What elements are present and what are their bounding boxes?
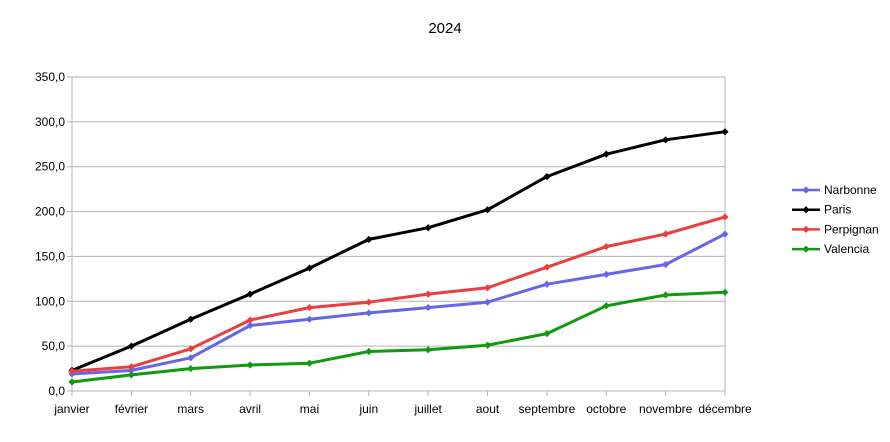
data-point-perpignan <box>424 290 432 298</box>
data-point-paris <box>602 150 610 158</box>
legend-marker-valencia <box>802 245 810 253</box>
series-valencia <box>68 288 729 386</box>
data-point-perpignan <box>68 367 76 375</box>
data-point-valencia <box>543 329 551 338</box>
x-tick-label: octobre <box>586 402 626 416</box>
y-tick-label: 350,0 <box>35 70 65 84</box>
x-tick-label: juillet <box>414 402 443 416</box>
data-point-perpignan <box>187 345 195 353</box>
data-point-perpignan <box>365 298 373 306</box>
series-lines <box>68 128 729 386</box>
x-tick-label: mai <box>300 402 319 416</box>
x-tick-label: aout <box>476 402 500 416</box>
data-point-perpignan <box>483 284 492 292</box>
series-perpignan <box>68 213 729 375</box>
chart-title: 2024 <box>428 20 461 37</box>
data-point-perpignan <box>543 263 551 271</box>
legend-item-narbonne: Narbonne <box>792 183 877 197</box>
data-point-paris <box>127 342 135 350</box>
y-tick-label: 0,0 <box>48 384 65 398</box>
x-tick-label: janvier <box>53 402 89 416</box>
x-tick-label: juin <box>358 402 378 416</box>
data-point-narbonne <box>365 309 373 317</box>
data-point-perpignan <box>662 230 670 238</box>
data-point-valencia <box>187 364 195 373</box>
data-point-narbonne <box>305 315 314 323</box>
y-tick-label: 50,0 <box>42 339 66 353</box>
data-point-narbonne <box>602 270 610 278</box>
data-point-valencia <box>483 341 492 349</box>
data-point-paris <box>424 224 432 232</box>
y-tick-label: 250,0 <box>35 160 65 174</box>
data-point-narbonne <box>543 280 551 288</box>
data-point-valencia <box>602 302 610 310</box>
data-point-paris <box>543 172 551 181</box>
data-point-narbonne <box>187 354 195 362</box>
x-tick-label: avril <box>239 402 261 416</box>
legend-marker-paris <box>802 206 810 214</box>
data-point-valencia <box>424 346 432 354</box>
legend-label-narbonne: Narbonne <box>824 183 877 197</box>
data-point-paris <box>483 206 492 214</box>
legend-item-paris: Paris <box>792 203 851 217</box>
legend: Narbonne Paris Perpignan Valencia <box>792 183 879 256</box>
data-point-paris <box>246 290 254 298</box>
data-point-paris <box>365 235 373 243</box>
data-point-narbonne <box>662 260 670 269</box>
data-point-valencia <box>662 291 670 299</box>
y-tick-label: 300,0 <box>35 115 65 129</box>
y-tick-label: 100,0 <box>35 294 65 308</box>
legend-label-perpignan: Perpignan <box>824 222 879 236</box>
series-paris <box>68 128 729 374</box>
data-point-perpignan <box>721 213 729 221</box>
x-tick-label: novembre <box>639 402 693 416</box>
legend-marker-narbonne <box>802 186 810 194</box>
legend-marker-perpignan <box>802 225 810 233</box>
data-point-valencia <box>365 347 373 356</box>
data-point-valencia <box>68 378 76 386</box>
data-point-perpignan <box>246 316 254 324</box>
x-tick-label: décembre <box>698 402 752 416</box>
data-point-valencia <box>127 371 135 379</box>
axes: 0,0 50,0 100,0 150,0 200,0 250,0 300,0 350,0 jan… <box>35 70 752 416</box>
data-point-narbonne <box>246 321 254 330</box>
y-tick-label: 200,0 <box>35 205 65 219</box>
data-point-narbonne <box>424 303 432 312</box>
data-point-paris <box>721 128 729 136</box>
data-point-paris <box>187 315 195 323</box>
data-point-valencia <box>721 288 729 296</box>
data-point-valencia <box>305 359 314 367</box>
legend-label-paris: Paris <box>824 203 851 217</box>
legend-item-valencia: Valencia <box>792 242 869 256</box>
y-tick-label: 150,0 <box>35 249 65 263</box>
data-point-perpignan <box>127 363 135 371</box>
data-point-valencia <box>246 361 254 369</box>
x-tick-label: septembre <box>519 402 576 416</box>
series-line-perpignan <box>71 215 726 373</box>
data-point-perpignan <box>602 242 610 251</box>
data-point-paris <box>662 136 670 144</box>
legend-label-valencia: Valencia <box>824 242 869 256</box>
data-point-perpignan <box>305 303 314 312</box>
legend-item-perpignan: Perpignan <box>792 222 879 236</box>
series-line-narbonne <box>71 232 726 376</box>
data-point-narbonne <box>483 298 492 306</box>
series-line-paris <box>71 130 726 372</box>
data-point-paris <box>305 264 314 272</box>
x-tick-label: février <box>115 402 148 416</box>
x-tick-label: mars <box>177 402 204 416</box>
data-point-narbonne <box>721 230 729 238</box>
series-line-valencia <box>71 290 726 384</box>
